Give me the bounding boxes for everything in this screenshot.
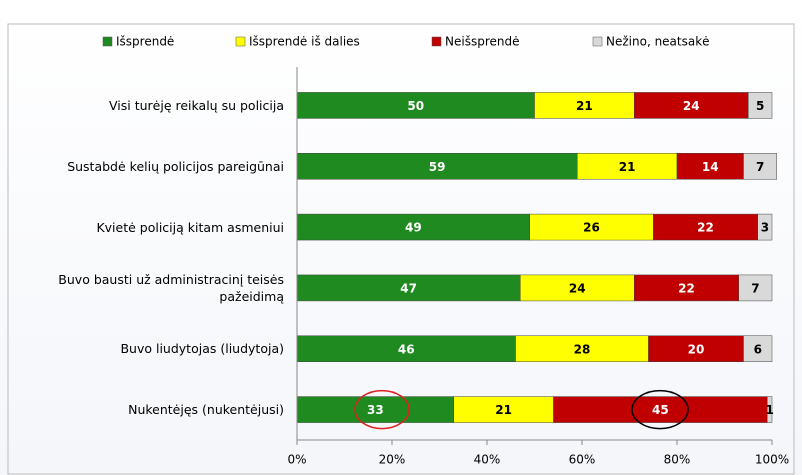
- data-label: 6: [754, 342, 762, 356]
- data-label: 21: [576, 99, 593, 113]
- data-label: 33: [367, 403, 384, 417]
- bar-segment: [743, 153, 777, 180]
- data-label: 50: [407, 99, 424, 113]
- annotation-circle: [631, 389, 689, 430]
- data-label: 45: [652, 403, 669, 417]
- category-label: Nukentėjęs (nukentėjusi): [128, 402, 284, 418]
- bar-segment: [296, 213, 530, 241]
- data-label: 24: [683, 99, 700, 113]
- legend-swatch: [235, 36, 246, 47]
- data-label: 7: [756, 160, 764, 174]
- legend-swatch: [431, 36, 442, 47]
- category-label: Kvietė policiją kitam asmeniui: [96, 219, 284, 235]
- bar-segment: [515, 335, 649, 362]
- bar-segment: [520, 274, 635, 302]
- data-label: 24: [569, 281, 586, 295]
- category-label: Buvo liudytojas (liudytoja): [120, 341, 284, 357]
- bar-segment: [534, 92, 635, 119]
- data-label: 3: [761, 221, 769, 235]
- bar-segment: [296, 153, 578, 180]
- legend-swatch: [102, 36, 113, 47]
- data-label: 22: [697, 221, 714, 235]
- x-tick-label: 20%: [379, 453, 406, 467]
- data-label: 7: [751, 281, 759, 295]
- bar-segment: [748, 92, 773, 119]
- data-label: 26: [583, 221, 600, 235]
- legend-label: Išsprendė iš dalies: [249, 35, 360, 49]
- legend-swatch: [592, 36, 603, 47]
- legend-label: Nežino, neatsakė: [606, 35, 710, 49]
- data-label: 47: [400, 281, 417, 295]
- bar-segment: [676, 153, 744, 180]
- data-label: 59: [429, 160, 446, 174]
- bar-segment: [634, 274, 739, 302]
- bar-segment: [296, 335, 516, 362]
- annotation-circle: [354, 389, 410, 430]
- bar-segment: [767, 396, 773, 423]
- bar-segment: [743, 335, 773, 362]
- bar-segment: [634, 92, 749, 119]
- category-label: Buvo bausti už administracinį teisės paž…: [58, 271, 284, 304]
- bar-segment: [577, 153, 678, 180]
- x-tick-label: 80%: [664, 453, 691, 467]
- data-label: 21: [619, 160, 636, 174]
- x-tick-label: 100%: [755, 453, 789, 467]
- data-label: 21: [495, 403, 512, 417]
- bar-segment: [653, 213, 758, 241]
- x-tick-label: 60%: [569, 453, 596, 467]
- bar-segment: [648, 335, 744, 362]
- category-label: Sustabdė kelių policijos pareigūnai: [67, 158, 284, 174]
- data-label: 1: [765, 403, 773, 417]
- bar-segment: [757, 213, 773, 241]
- chart-frame: [7, 23, 795, 475]
- legend-label: Išsprendė: [116, 35, 174, 49]
- bar-segment: [738, 274, 773, 302]
- x-tick-label: 40%: [474, 453, 501, 467]
- bar-segment: [453, 396, 554, 423]
- bar-segment: [296, 396, 454, 423]
- data-label: 14: [702, 160, 719, 174]
- data-label: 22: [678, 281, 695, 295]
- data-label: 20: [688, 342, 705, 356]
- data-label: 46: [398, 342, 415, 356]
- data-label: 5: [756, 99, 764, 113]
- data-label: 28: [574, 342, 591, 356]
- data-label: 49: [405, 221, 422, 235]
- category-label: Visi turėję reikalų su policija: [109, 97, 284, 113]
- x-tick-label: 0%: [287, 453, 306, 467]
- legend-label: Neišsprendė: [445, 35, 519, 49]
